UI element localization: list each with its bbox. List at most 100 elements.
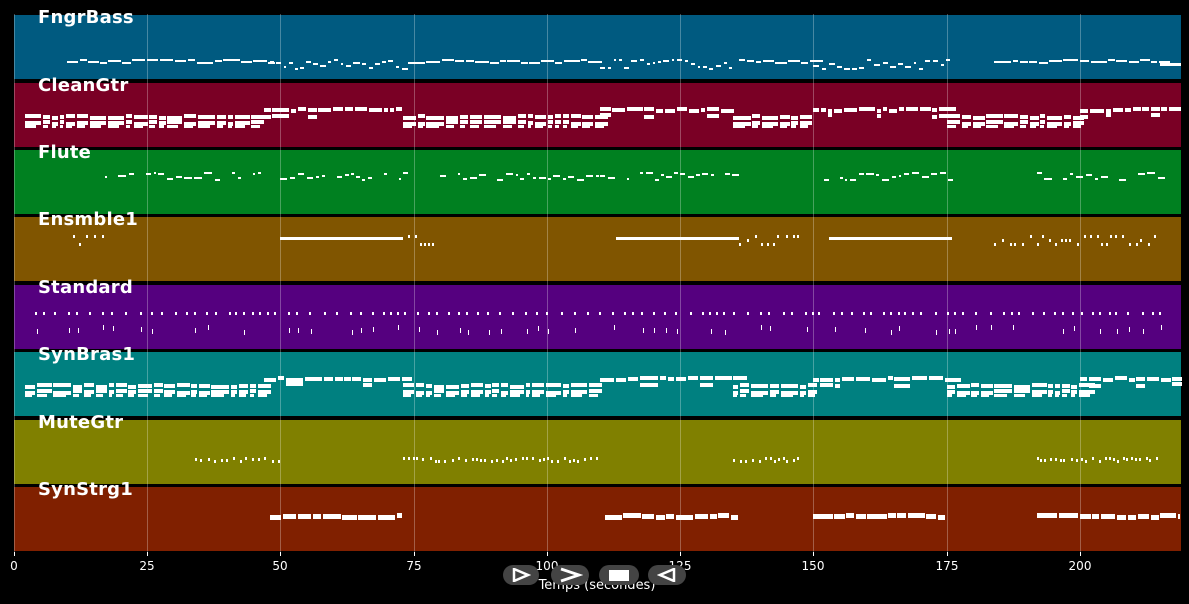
note [855,377,871,381]
stop-button[interactable] [599,565,639,585]
note [525,312,528,315]
note [1048,384,1054,388]
note [485,390,491,394]
note [1079,115,1088,119]
note [451,459,454,462]
note [864,328,866,333]
note [994,243,997,246]
note [1059,459,1062,462]
note [986,114,1003,118]
note [108,394,113,397]
note [149,115,158,119]
note [657,61,661,63]
note [403,383,415,387]
note [1019,120,1029,124]
note [532,177,537,179]
note [605,515,622,520]
note [994,61,1012,63]
note [640,172,644,174]
note [1044,178,1052,180]
note [813,514,833,519]
note [161,312,164,315]
note [791,312,794,315]
note [725,173,730,175]
note [859,67,865,69]
note [507,60,520,62]
note [1030,116,1039,120]
note [542,458,545,461]
note [1063,115,1071,119]
note [961,312,964,315]
note [1037,457,1040,460]
note [834,378,841,382]
x-tick-mark [680,552,681,556]
note [707,114,719,118]
note [675,312,678,315]
note [595,457,598,460]
note [1115,312,1118,315]
note [562,394,567,397]
note [888,513,896,518]
note [947,312,950,315]
note [195,328,197,333]
note [1104,457,1107,460]
note [850,179,857,181]
note [518,114,526,118]
note [937,515,946,520]
note [175,312,178,315]
note [211,385,229,389]
note [66,114,76,118]
note [457,173,461,175]
note [898,175,902,177]
note [955,329,957,334]
note [194,177,202,179]
note [948,329,950,334]
note [1112,108,1124,112]
note [133,115,148,119]
track-fngrbass: FngrBass [14,7,1181,79]
note [1135,458,1138,461]
note [531,383,545,387]
note [581,59,587,61]
fast-forward-button[interactable] [551,565,589,585]
note [570,114,581,118]
note [652,62,656,64]
note [962,125,969,128]
note [623,513,641,518]
note [307,108,317,112]
note [1129,243,1132,246]
note [150,312,153,315]
note [777,235,780,238]
note [323,312,326,315]
note [1048,239,1051,242]
note [666,176,672,178]
note [238,384,249,388]
note [257,384,271,388]
note [66,122,76,126]
note [1075,176,1084,178]
note [709,68,714,70]
note [509,394,520,397]
note [465,60,474,62]
rewind-button[interactable] [648,565,686,585]
note [759,460,762,463]
play-forward-button[interactable] [503,565,539,585]
note [492,389,499,393]
note [934,312,937,315]
note [435,460,438,463]
note [191,394,196,397]
note [859,107,875,111]
note [588,61,603,63]
note [274,312,277,315]
note [403,116,417,120]
note [72,389,83,393]
note [42,125,48,128]
note [834,514,845,519]
note [894,377,911,381]
note [418,125,423,128]
note [226,459,229,462]
note [687,176,694,178]
note [128,394,134,397]
note [828,63,835,65]
note [359,312,362,315]
